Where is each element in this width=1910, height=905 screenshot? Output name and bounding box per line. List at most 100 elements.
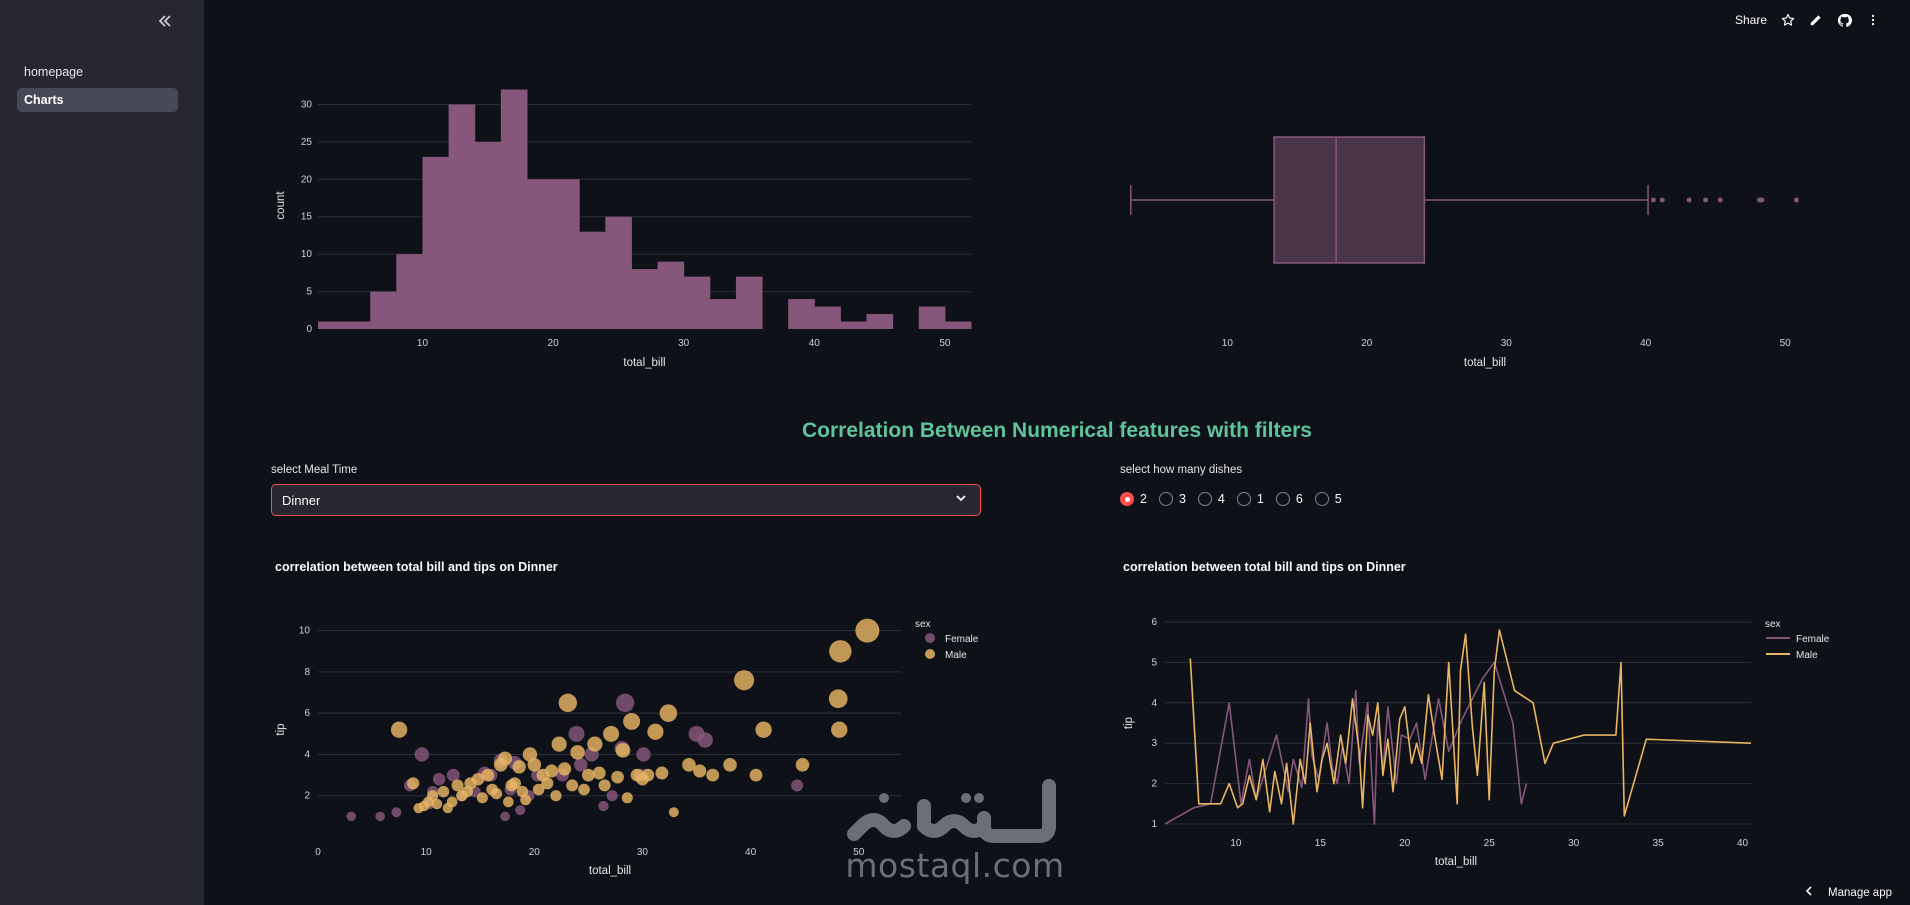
scatter-point [578, 783, 590, 796]
scatter-point [508, 777, 521, 790]
section-title: Correlation Between Numerical features w… [802, 419, 1312, 442]
radio-indicator [1314, 492, 1329, 506]
star-icon[interactable] [1781, 13, 1795, 27]
y-axis-title: tip [1123, 717, 1135, 729]
y-tick-label: 6 [1151, 617, 1157, 628]
histogram-bar [918, 306, 946, 329]
x-tick-label: 40 [1640, 338, 1652, 349]
histogram-bar [814, 306, 841, 329]
scatter-point [659, 704, 678, 722]
scatter-point [791, 779, 804, 792]
radio-label: 5 [1334, 492, 1342, 506]
legend-title: sex [1765, 619, 1781, 630]
scatter-point [831, 721, 848, 738]
scatter-point [598, 779, 611, 792]
y-tick-label: 4 [304, 749, 310, 760]
scatter-point [541, 777, 554, 790]
scatter-point [693, 764, 707, 778]
scatter-point [641, 768, 655, 782]
histogram-bar [448, 104, 476, 329]
x-tick-label: 10 [1230, 838, 1242, 849]
dish-filter-label: select how many dishes [1120, 464, 1243, 476]
scatter-point [592, 766, 606, 780]
histogram-bar [631, 269, 659, 329]
x-tick-label: 0 [315, 847, 321, 858]
scatter-point [532, 783, 545, 796]
box-outlier-point [1759, 197, 1765, 203]
scatter-point [375, 811, 385, 822]
x-axis-title: total_bill [1464, 357, 1506, 369]
meal-time-select[interactable]: Dinner [271, 484, 981, 516]
scatter-point [581, 768, 595, 782]
radio-option-5[interactable]: 5 [1314, 492, 1342, 506]
box-outlier-point [1793, 197, 1799, 203]
y-tick-label: 4 [1151, 698, 1157, 709]
dish-count-radio-group: 2 3 4 1 6 5 [1120, 492, 1354, 506]
boxplot-svg: 10 20 30 40 50 total_bill [1129, 136, 1799, 369]
radio-option-2[interactable]: 2 [1120, 492, 1147, 506]
sidebar-item-homepage[interactable]: homepage [24, 65, 84, 79]
scatter-point [655, 766, 669, 780]
more-icon[interactable] [1866, 13, 1880, 27]
y-tick-label: 8 [304, 667, 310, 678]
edit-pencil-icon[interactable] [1809, 13, 1823, 27]
scatter-point [451, 779, 464, 792]
scatter-point [437, 785, 450, 798]
radio-option-3[interactable]: 3 [1158, 492, 1186, 506]
scatter-point [446, 768, 460, 782]
histogram-chart: 0 5 10 15 20 25 30 10 20 30 40 50 total_bill count [270, 70, 990, 380]
x-tick-label: 20 [1399, 838, 1411, 849]
radio-label: 3 [1178, 492, 1186, 506]
radio-label: 6 [1295, 492, 1303, 506]
scatter-point [623, 712, 641, 730]
scatter-point [446, 796, 458, 808]
x-tick-label: 50 [1780, 338, 1792, 349]
x-tick-label: 10 [421, 847, 433, 858]
radio-option-4[interactable]: 4 [1197, 492, 1225, 506]
histogram-bar [370, 291, 397, 329]
histogram-bar [422, 156, 450, 329]
sidebar-item-charts[interactable]: Charts [17, 88, 178, 112]
github-icon[interactable] [1837, 13, 1852, 28]
watermark: mostaql.com [838, 776, 1072, 886]
scatter-point [427, 790, 439, 802]
box-outlier-point [1686, 197, 1692, 203]
radio-indicator [1236, 492, 1251, 506]
radio-option-6[interactable]: 6 [1275, 492, 1303, 506]
histogram-bar [840, 321, 868, 329]
legend-item: Female [945, 634, 979, 645]
header-toolbar: Share [1735, 10, 1880, 30]
scatter-point [723, 757, 737, 772]
manage-app-button[interactable]: Manage app [1804, 886, 1892, 899]
legend-item: Male [945, 650, 967, 661]
histogram-bar [657, 261, 685, 329]
x-tick-label: 10 [1222, 338, 1234, 349]
x-tick-label: 30 [1568, 838, 1580, 849]
scatter-point [391, 807, 402, 818]
y-tick-label: 0 [306, 324, 312, 335]
double-chevron-left-icon[interactable] [155, 11, 175, 31]
scatter-point [697, 732, 713, 748]
scatter-point [668, 807, 679, 818]
box-outlier-point [1659, 197, 1665, 203]
scatter-point [682, 757, 696, 772]
scatter-point [502, 796, 514, 808]
x-tick-label: 20 [1361, 338, 1373, 349]
watermark-text: mostaql.com [845, 846, 1065, 885]
line-chart-title: correlation between total bill and tips … [1123, 560, 1406, 574]
scatter-point [603, 725, 620, 742]
share-button[interactable]: Share [1734, 13, 1767, 27]
y-tick-label: 15 [301, 212, 313, 223]
scatter-point [636, 747, 651, 762]
radio-option-1[interactable]: 1 [1236, 492, 1264, 506]
y-tick-label: 1 [1151, 819, 1157, 830]
scatter-point [390, 721, 408, 738]
scatter-point [346, 811, 357, 822]
scatter-point [407, 777, 420, 790]
radio-indicator [1275, 492, 1290, 506]
histogram-bar [553, 179, 580, 329]
histogram-bar [579, 231, 606, 329]
scatter-point [414, 747, 430, 762]
y-tick-label: 5 [1151, 657, 1157, 668]
legend-item: Male [1796, 650, 1818, 661]
